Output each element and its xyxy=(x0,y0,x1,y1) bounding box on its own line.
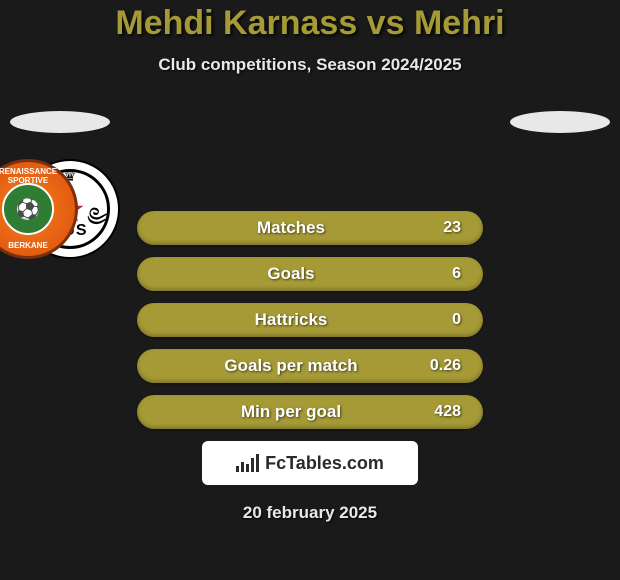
stat-value: 0.26 xyxy=(423,357,461,375)
brand-label: FcTables.com xyxy=(265,453,384,474)
stat-value: 23 xyxy=(423,219,461,237)
stat-row: Goals 6 xyxy=(137,257,483,291)
main-comparison: ♛ ༄ ༄ FUS RENAISSANCE SPORTIVE ⚽ BERKANE… xyxy=(0,111,620,523)
stat-value: 428 xyxy=(423,403,461,421)
stat-label: Goals per match xyxy=(159,356,423,376)
stat-row: Goals per match 0.26 xyxy=(137,349,483,383)
club-logo-right-inner: ⚽ xyxy=(2,183,54,235)
player-left-marker xyxy=(10,111,110,133)
stat-row: Min per goal 428 xyxy=(137,395,483,429)
football-icon: ⚽ xyxy=(16,197,41,222)
stat-label: Matches xyxy=(159,218,423,238)
brand-badge: FcTables.com xyxy=(202,441,418,485)
stat-label: Min per goal xyxy=(159,402,423,422)
stats-list: Matches 23 Goals 6 Hattricks 0 Goals per… xyxy=(137,211,483,429)
date-line: 20 february 2025 xyxy=(0,503,620,523)
subtitle: Club competitions, Season 2024/2025 xyxy=(0,55,620,75)
stat-row: Matches 23 xyxy=(137,211,483,245)
stat-value: 0 xyxy=(423,311,461,329)
stat-value: 6 xyxy=(423,265,461,283)
page-title: Mehdi Karnass vs Mehri xyxy=(0,4,620,43)
stat-row: Hattricks 0 xyxy=(137,303,483,337)
stat-label: Goals xyxy=(159,264,423,284)
club-logo-right-arc-top: RENAISSANCE SPORTIVE xyxy=(0,167,75,185)
club-logo-right-arc-bottom: BERKANE xyxy=(0,241,75,250)
player-right-marker xyxy=(510,111,610,133)
stat-label: Hattricks xyxy=(159,310,423,330)
bar-chart-icon xyxy=(236,454,259,472)
club-logo-right: RENAISSANCE SPORTIVE ⚽ BERKANE xyxy=(0,159,78,259)
